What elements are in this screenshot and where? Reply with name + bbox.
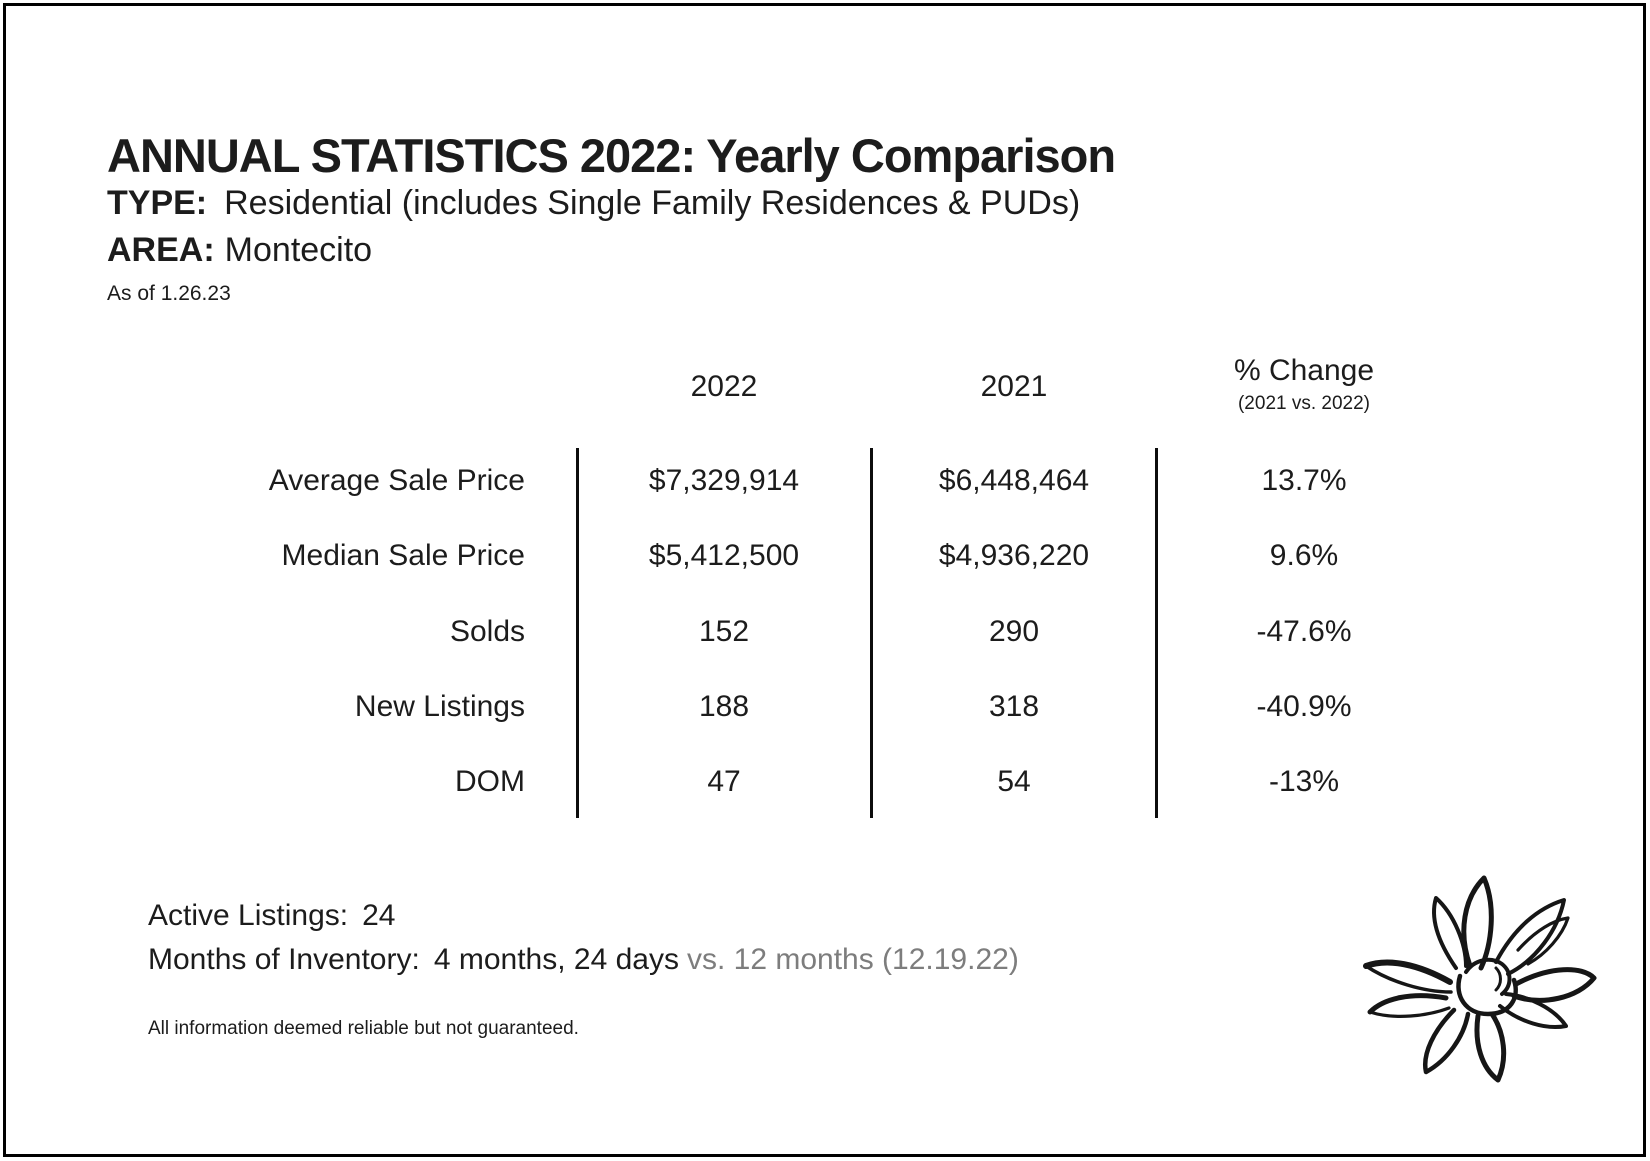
table-row: Median Sale Price $5,412,500 $4,936,220 … — [0, 535, 1650, 577]
column-header-2022: 2022 — [690, 370, 758, 403]
active-listings-line: Active Listings: 24 — [148, 899, 395, 933]
page-title: ANNUAL STATISTICS 2022: Yearly Compariso… — [107, 129, 1116, 182]
row-value-2022: $5,412,500 — [648, 539, 800, 572]
row-value-change: 13.7% — [1261, 464, 1347, 497]
area-value: Montecito — [224, 231, 373, 269]
as-of-date: As of 1.26.23 — [107, 282, 231, 305]
column-header-pct-change: % Change — [1233, 354, 1375, 387]
row-value-2021: 290 — [988, 615, 1040, 648]
row-label: Average Sale Price — [268, 464, 525, 497]
table-row: DOM 47 54 -13% — [0, 761, 1650, 803]
row-value-2021: $4,936,220 — [938, 539, 1090, 572]
type-label: TYPE: — [107, 184, 208, 222]
row-value-change: 9.6% — [1269, 539, 1339, 572]
disclaimer-text: All information deemed reliable but not … — [148, 1018, 579, 1039]
type-value: Residential (includes Single Family Resi… — [224, 184, 1081, 222]
months-of-inventory-line: Months of Inventory: 4 months, 24 days vs.… — [148, 943, 1019, 977]
row-value-change: -40.9% — [1256, 690, 1352, 723]
type-line: TYPE: Residential (includes Single Family… — [107, 184, 1080, 223]
row-label: Median Sale Price — [281, 539, 525, 572]
column-header-pct-change-note: (2021 vs. 2022) — [1237, 393, 1371, 414]
table-row: Solds 152 290 -47.6% — [0, 611, 1650, 653]
row-value-change: -47.6% — [1256, 615, 1352, 648]
table-row: Average Sale Price $7,329,914 $6,448,464… — [0, 460, 1650, 502]
active-listings-value: 24 — [362, 899, 396, 932]
inventory-prior-value: vs. 12 months (12.19.22) — [686, 943, 1019, 976]
table-row: New Listings 188 318 -40.9% — [0, 686, 1650, 728]
row-value-2021: 54 — [997, 765, 1031, 798]
inventory-label: Months of Inventory: — [148, 943, 420, 976]
row-value-2022: 152 — [698, 615, 750, 648]
row-label: Solds — [449, 615, 525, 648]
column-header-2021: 2021 — [980, 370, 1048, 403]
area-label: AREA: — [107, 231, 215, 269]
row-value-2021: 318 — [988, 690, 1040, 723]
row-label: New Listings — [354, 690, 525, 723]
active-listings-label: Active Listings: — [148, 899, 349, 932]
inventory-current-value: 4 months, 24 days — [433, 943, 679, 976]
area-line: AREA: Montecito — [107, 231, 372, 270]
row-value-2022: 47 — [707, 765, 741, 798]
row-label: DOM — [455, 765, 525, 798]
row-value-2021: $6,448,464 — [938, 464, 1090, 497]
table-divider-2 — [870, 448, 873, 818]
magnolia-flower-icon — [1363, 875, 1597, 1083]
row-value-2022: 188 — [698, 690, 750, 723]
table-divider-1 — [576, 448, 579, 818]
row-value-2022: $7,329,914 — [648, 464, 800, 497]
row-value-change: -13% — [1268, 765, 1340, 798]
table-divider-3 — [1155, 448, 1158, 818]
